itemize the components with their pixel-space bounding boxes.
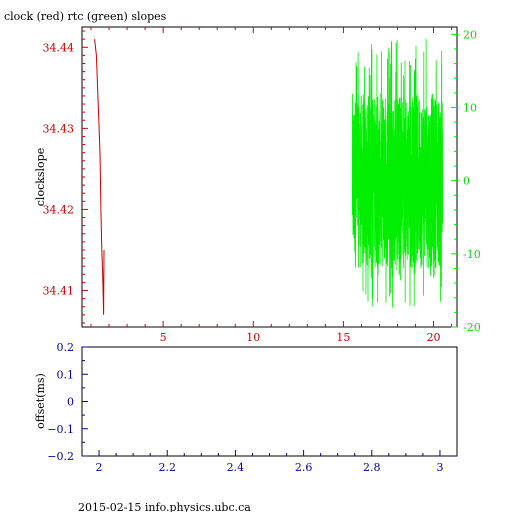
offset-y-tick-label-0: 0.2	[57, 341, 75, 354]
x-tick-label-20: 20	[427, 331, 441, 344]
offset-x-tick-label-2-4: 2.4	[227, 461, 245, 474]
offset-axis-label: offset(ms)	[34, 373, 47, 429]
footer-credit: 2015-02-15 info.physics.ubc.ca	[78, 501, 251, 512]
offset-panel: 2 2.2 2.4 2.6 2.8 3 0.2 0.1 0 −0.1 −0.2 offset(ms…	[34, 341, 458, 474]
slopes-panel: 5 10 15 20 34.41 34.42 34.43 34.44 -20 -10 0 10 20…	[34, 26, 481, 344]
offset-y-tick-label-2: 0	[67, 396, 74, 409]
chart-title: clock (red) rtc (green) slopes	[4, 10, 167, 23]
offset-x-tick-label-2-8: 2.8	[363, 461, 381, 474]
offset-y-axis: 0.2 0.1 0 −0.1 −0.2	[47, 341, 88, 463]
y2-tick-label-10: 10	[463, 101, 477, 114]
offset-x-tick-label-3: 3	[436, 461, 443, 474]
rtc-slope-series	[351, 38, 444, 308]
y2-tick-label-20: -20	[463, 321, 481, 334]
offset-y-tick-label-1: 0.1	[57, 368, 75, 381]
y2-tick-label-20: 20	[463, 28, 477, 41]
y2-tick-label-0: 0	[463, 175, 470, 188]
y-tick-label-34-42: 34.42	[43, 203, 75, 216]
clockslope-axis-label: clockslope	[34, 148, 47, 206]
x-tick-label-10: 10	[246, 331, 260, 344]
rtc-slope-line	[351, 38, 444, 308]
rtc-y-axis: -20 -10 0 10 20	[451, 28, 481, 334]
x-tick-label-5: 5	[160, 331, 167, 344]
offset-y-tick-label-4: −0.2	[47, 450, 74, 463]
offset-x-tick-label-2-2: 2.2	[158, 461, 176, 474]
y-tick-label-34-43: 34.43	[43, 122, 75, 135]
x-tick-label-15: 15	[336, 331, 350, 344]
offset-x-axis: 2 2.2 2.4 2.6 2.8 3	[96, 450, 458, 474]
clock-slope-series	[94, 39, 105, 315]
clockslope-y-axis: 34.41 34.42 34.43 34.44	[43, 30, 88, 324]
y2-tick-label-10: -10	[463, 248, 481, 261]
offset-x-tick-label-2-6: 2.6	[295, 461, 313, 474]
offset-x-tick-label-2: 2	[96, 461, 103, 474]
y-tick-label-34-44: 34.44	[43, 41, 75, 54]
offset-y-tick-label-3: −0.1	[47, 423, 74, 436]
offset-plot-frame	[81, 346, 458, 457]
y-tick-label-34-41: 34.41	[43, 285, 75, 298]
slopes-x-axis: 5 10 15 20	[90, 27, 453, 344]
